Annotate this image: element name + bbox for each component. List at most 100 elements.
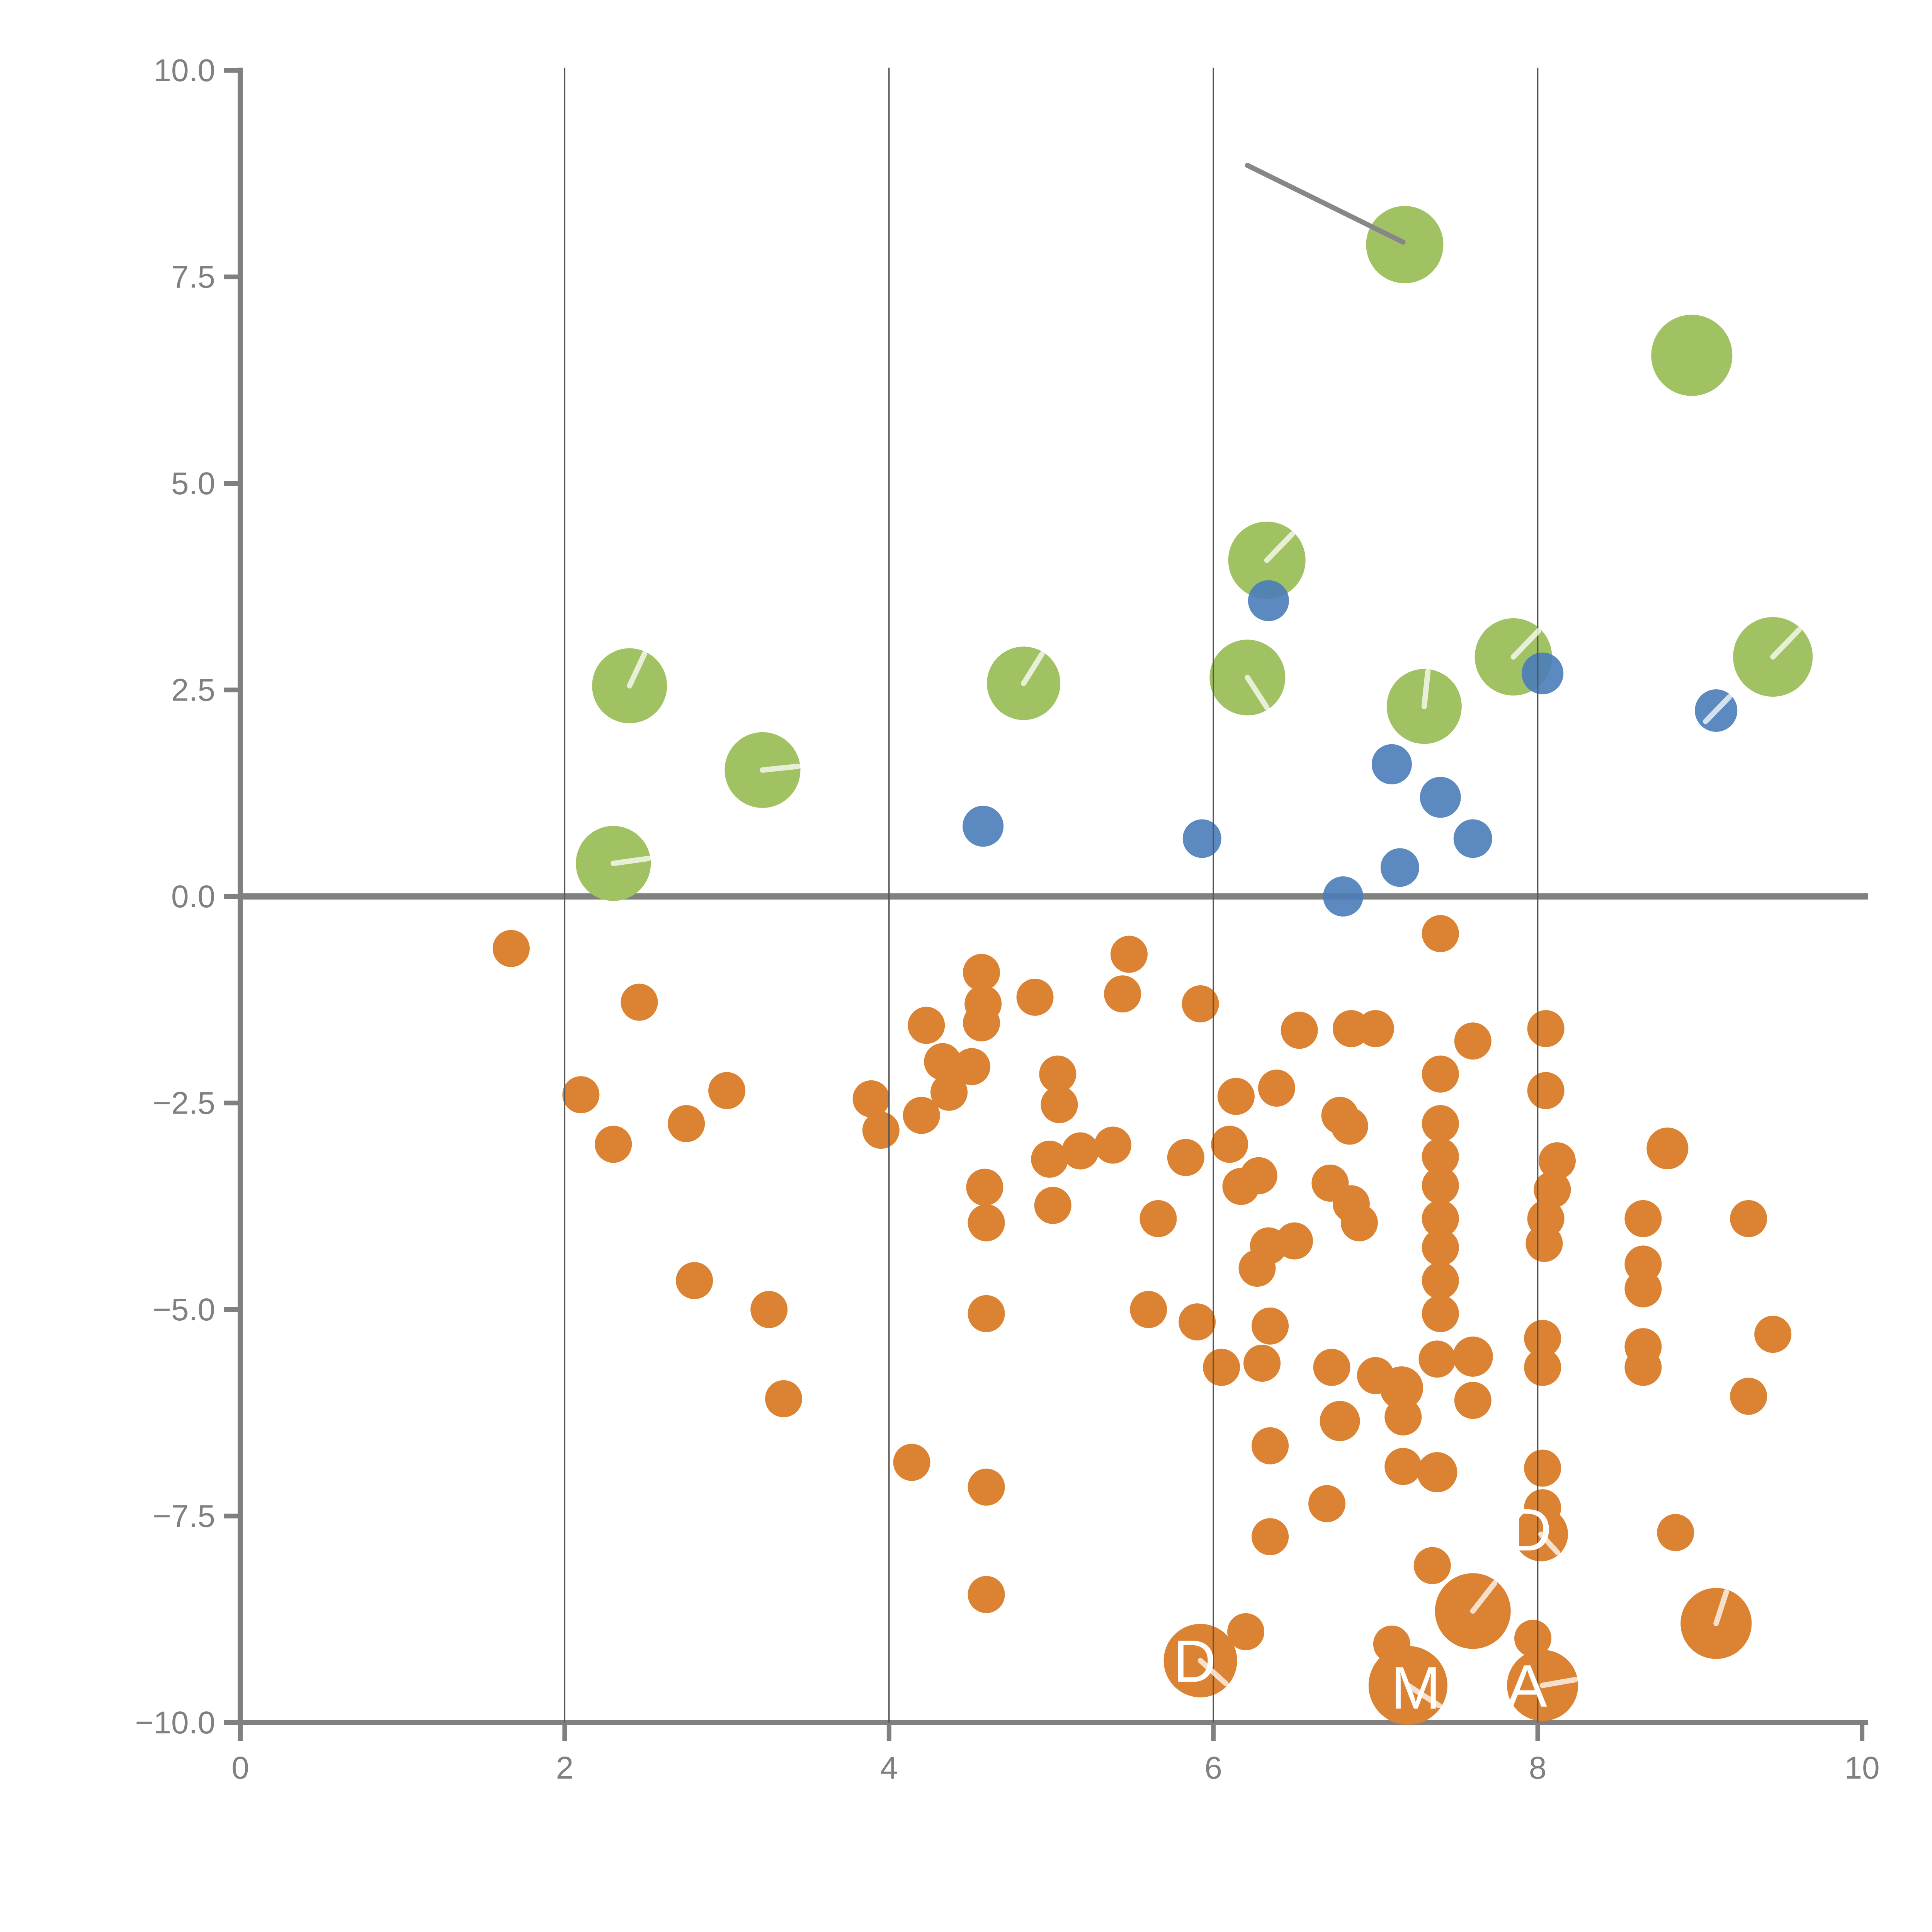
orange-dot [1252,1518,1289,1555]
blue-dot [1522,652,1564,694]
needles-and-labels-layer: D M A D I [611,531,1802,1721]
gridlines-layer [564,68,1539,1723]
orange-dot [1524,1349,1561,1386]
y-tick-label: −2.5 [153,1086,215,1121]
orange-dot [765,1380,802,1417]
needle-line [1538,1531,1560,1556]
bubble-letter-label: A [1507,1653,1547,1719]
orange-dot [1422,915,1459,952]
orange-dot [1240,1157,1277,1194]
orange-dot [924,1043,961,1080]
orange-dot [1252,1427,1289,1464]
needle-line [1405,1682,1442,1709]
orange-dot [968,1576,1005,1613]
y-tick-label: 0.0 [171,879,215,914]
y-tick-label: 7.5 [171,260,215,295]
orange-dot [1308,1485,1345,1522]
orange-dot [1227,1613,1265,1650]
orange-dot [676,1262,713,1299]
orange-dot [1179,1303,1216,1341]
orange-dot [1313,1349,1350,1386]
orange-dot [1524,1449,1561,1487]
bubble-letter-label: M [1391,1655,1440,1721]
orange-dot [1422,1138,1459,1175]
orange-dot [1413,1547,1451,1584]
orange-dot [1380,1366,1423,1410]
x-tick-label: 2 [556,1750,574,1786]
orange-dot [1252,1307,1289,1345]
orange-dot [968,1295,1005,1332]
orange-dot [668,1105,705,1142]
tick-labels-layer: 10.0 7.5 5.0 2.5 0.0 −2.5 −5.0 −7.5 −10.0 0 2 4 6 8 10 [135,53,1880,1786]
orange-dot [953,1048,990,1085]
bubble-letter-label: D [1173,1628,1216,1695]
orange-dot [492,930,530,967]
orange-dot [903,1097,940,1134]
needle-line [1703,694,1732,724]
green-bubble [1651,315,1733,396]
orange-dot [562,1076,600,1114]
orange-dot [1646,1128,1689,1170]
orange-dot [893,1444,930,1481]
needle-line [1510,628,1541,660]
orange-dot [1238,1250,1276,1287]
x-tick-label: 0 [231,1750,249,1786]
orange-dot [1422,1200,1459,1237]
orange-dot [1454,1382,1492,1419]
orange-dot [1139,1200,1177,1237]
green-series [576,206,1813,901]
orange-dot [1041,1086,1078,1123]
orange-dot [1418,1340,1456,1378]
blue-dot [963,806,1004,847]
orange-dot [1182,985,1219,1022]
orange-dot [1104,975,1141,1013]
orange-dot [1276,1222,1313,1260]
blue-dot [1453,819,1492,858]
orange-dot [1016,978,1054,1016]
orange-dot [1039,1055,1077,1093]
orange-dot [1094,1126,1131,1164]
orange-dot [1422,1055,1459,1093]
orange-dot [1524,1320,1561,1357]
blue-dot [1371,744,1412,784]
x-tick-label: 8 [1529,1750,1547,1786]
orange-dot [1167,1139,1204,1176]
blue-series [963,580,1738,917]
blue-dot [1420,777,1461,818]
orange-dot [750,1291,788,1328]
x-tick-label: 4 [880,1750,898,1786]
needle-line [760,764,801,773]
hidden-white-label: I [888,697,904,762]
needle-line [1264,531,1295,563]
orange-dot [1422,1262,1459,1299]
orange-dot [1130,1291,1167,1328]
orange-dot [708,1072,746,1109]
orange-dot [1331,1107,1368,1145]
y-tick-label: −5.0 [153,1292,215,1327]
orange-dot [1384,1448,1422,1485]
orange-dot [621,983,658,1021]
orange-dot [968,1204,1005,1242]
needle-line [1421,668,1431,709]
needle-line [1021,651,1045,686]
orange-dot [1454,1022,1492,1060]
annotation-layer [1245,163,1406,245]
orange-dot [1534,1171,1571,1208]
orange-dot [1422,1105,1459,1142]
orange-series [492,915,1792,1725]
axes-layer [224,68,1868,1741]
orange-dot [1624,1200,1662,1237]
orange-dot [1340,1204,1378,1242]
orange-dot [1452,1336,1493,1377]
orange-dot [852,1080,890,1117]
orange-dot [1514,1619,1552,1657]
orange-dot [1527,1072,1565,1109]
needle-line [1197,1658,1229,1687]
orange-dot [1657,1514,1694,1551]
blue-dot [1323,876,1363,917]
orange-dot [1384,1398,1422,1435]
annotation-line [1245,163,1406,245]
orange-dot [1031,1140,1068,1178]
needle-line [1770,627,1802,660]
